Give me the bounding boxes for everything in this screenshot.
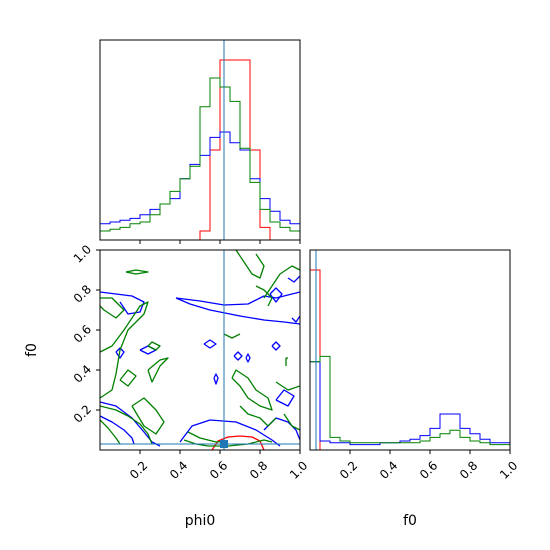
panel-frame-right bbox=[309, 249, 511, 451]
tick-label-f0-x: 0.8 bbox=[457, 458, 480, 481]
contour-series-1-line-12 bbox=[271, 341, 281, 351]
contour-series-2-line-4 bbox=[100, 405, 153, 445]
tick-label-phi0: 0.4 bbox=[167, 458, 190, 481]
contour-series-1-line-3 bbox=[100, 415, 135, 445]
contour-series-2-line-6 bbox=[131, 397, 165, 435]
contour-series-1-line-4 bbox=[179, 419, 281, 447]
histogram-f0-series-1 bbox=[310, 361, 510, 446]
histogram-phi0-series-2 bbox=[100, 77, 300, 232]
tick-label-f0-x: 0.2 bbox=[337, 458, 360, 481]
contour-series-2-line-1 bbox=[100, 297, 125, 319]
contour-series-1-line-9 bbox=[213, 373, 219, 385]
contour-series-1-line-5 bbox=[100, 291, 145, 315]
contour-series-1-line-14 bbox=[275, 389, 295, 407]
tick-label-f0-y: 0.8 bbox=[71, 282, 94, 305]
contour-series-1-line-8 bbox=[203, 339, 217, 349]
contour-series-1-line-1 bbox=[175, 297, 300, 325]
x-axis-label-f0: f0 bbox=[403, 513, 417, 529]
contour-series-2-line-5 bbox=[100, 419, 121, 445]
histogram-phi0 bbox=[100, 40, 300, 240]
y-axis-label-f0: f0 bbox=[24, 343, 40, 357]
tick-label-phi0: 0.2 bbox=[127, 458, 150, 481]
contour-series-2-line-9 bbox=[231, 369, 273, 411]
contour-series-2-line-0 bbox=[100, 301, 149, 399]
contour-series-1-line-15 bbox=[269, 287, 283, 303]
contour-series-1-line-17 bbox=[291, 315, 300, 323]
contour-series-2-line-2 bbox=[147, 357, 169, 383]
contour-series-2-line-14 bbox=[263, 265, 300, 299]
contour-series-1-line-13 bbox=[263, 417, 300, 441]
tick-label-phi0: 0.8 bbox=[247, 458, 270, 481]
contour-series-1-line-10 bbox=[233, 351, 243, 361]
contour-series-2-line-15 bbox=[255, 285, 273, 307]
histogram-f0-series-2 bbox=[310, 355, 510, 446]
x-axis-label-phi0: phi0 bbox=[185, 513, 216, 529]
contour-series-2-line-12 bbox=[283, 413, 300, 431]
contour-series-0-line-0 bbox=[211, 435, 265, 450]
contour-series-2-line-3 bbox=[119, 369, 137, 387]
contour-series-1-line-0 bbox=[175, 291, 300, 306]
tick-label-f0-y: 0.6 bbox=[71, 322, 94, 345]
tick-label-f0-y: 0.2 bbox=[71, 402, 94, 425]
tick-label-f0-x: 1.0 bbox=[497, 458, 520, 481]
contour-series-2-line-18 bbox=[147, 341, 161, 351]
contour-series-2-line-16 bbox=[223, 333, 241, 339]
contour-series-1-line-2 bbox=[100, 401, 161, 447]
contour-series-2-line-13 bbox=[235, 250, 265, 279]
contour-series-1-line-6 bbox=[139, 345, 157, 355]
histogram-f0-series-0 bbox=[310, 269, 510, 450]
contour-series-2-line-10 bbox=[239, 405, 277, 427]
contour-series-1-line-11 bbox=[245, 353, 251, 363]
contour-series-1-line-16 bbox=[287, 275, 300, 283]
tick-label-phi0: 1.0 bbox=[287, 458, 310, 481]
contour-series-2-line-17 bbox=[125, 269, 149, 275]
tick-label-f0-y: 1.0 bbox=[71, 242, 94, 265]
histogram-f0 bbox=[310, 250, 510, 450]
tick-label-f0-x: 0.6 bbox=[417, 458, 440, 481]
tick-label-f0-y: 0.4 bbox=[71, 362, 94, 385]
tick-label-f0-x: 0.4 bbox=[377, 458, 400, 481]
joint-contours bbox=[100, 250, 300, 450]
panel-frame-top bbox=[99, 39, 301, 241]
contour-series-2-line-11 bbox=[275, 381, 300, 391]
panel-frame-joint bbox=[99, 249, 301, 451]
truth-marker bbox=[220, 440, 228, 448]
tick-label-phi0: 0.6 bbox=[207, 458, 230, 481]
contour-series-2-line-19 bbox=[285, 357, 288, 366]
